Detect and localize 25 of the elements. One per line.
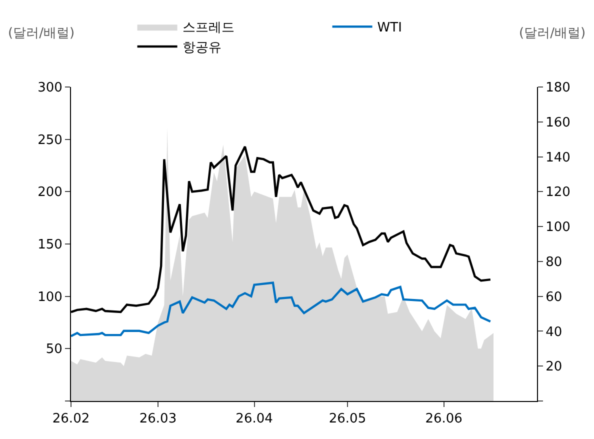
y2-tick-label: 80 (546, 254, 562, 270)
y-axis-title: (달러/배럴) (8, 26, 75, 41)
legend-label: 항공유 (182, 40, 222, 56)
y-tick-label: 300 (38, 80, 62, 96)
y2-tick-label: 20 (546, 360, 562, 375)
x-tick-label: 26.02 (52, 412, 90, 427)
y-tick-label: 150 (38, 238, 62, 253)
y-tick-label: 50 (46, 342, 62, 358)
y-tick-label: 100 (38, 290, 62, 305)
y2-tick-label: 100 (546, 220, 570, 236)
x-tick-label: 26.04 (236, 412, 273, 427)
y2-tick-label: 180 (546, 80, 570, 96)
y2-tick-label: 140 (546, 150, 570, 166)
y-tick-label: 250 (38, 132, 62, 148)
y2-tick-label: 60 (546, 290, 562, 305)
y2-tick-label: 160 (546, 115, 570, 130)
x-tick-label: 26.03 (139, 412, 177, 427)
y2-tick-label: 120 (546, 185, 570, 200)
x-tick-label: 26.05 (328, 412, 366, 427)
x-tick-label: 26.06 (425, 412, 462, 427)
y2-axis-title: (달러/배럴) (519, 26, 586, 41)
y2-tick-label: 40 (546, 324, 562, 340)
y-tick-label: 200 (38, 185, 62, 200)
legend-label: 스프레드 (182, 20, 234, 36)
legend-label: WTI (377, 20, 402, 36)
